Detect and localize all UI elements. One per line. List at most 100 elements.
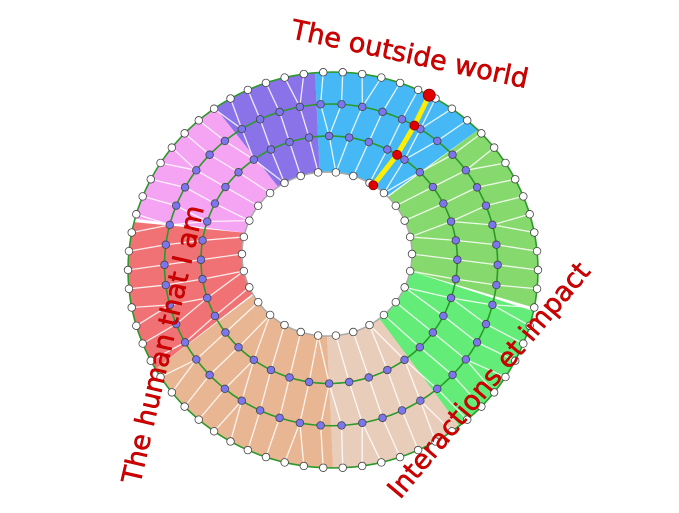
spoke xyxy=(247,89,261,120)
outer-node xyxy=(331,331,341,340)
outer-node xyxy=(194,415,203,424)
inner-node xyxy=(488,300,497,310)
outer-node xyxy=(313,168,323,177)
outer-node xyxy=(525,321,534,330)
outer-node xyxy=(180,402,189,411)
spoke xyxy=(476,341,516,362)
spoke xyxy=(299,106,310,138)
inner-node xyxy=(161,280,170,290)
spoke xyxy=(383,314,421,348)
spoke xyxy=(259,369,272,411)
spoke xyxy=(241,128,255,160)
spoke xyxy=(450,297,487,325)
outer-node xyxy=(132,321,141,330)
spoke xyxy=(368,324,388,371)
outer-node xyxy=(338,463,347,472)
outer-node xyxy=(319,463,328,472)
spoke xyxy=(404,140,438,161)
spoke xyxy=(436,388,468,421)
spoke xyxy=(368,111,384,143)
outer-node xyxy=(239,232,249,242)
inner-node xyxy=(364,137,373,147)
inner-node xyxy=(439,311,448,321)
inner-node xyxy=(337,100,346,109)
inner-node xyxy=(304,377,314,387)
outer-node xyxy=(167,143,177,152)
spoke xyxy=(328,383,343,426)
outer-node xyxy=(123,265,133,275)
spoke xyxy=(409,220,452,238)
spoke xyxy=(319,104,330,137)
inner-node xyxy=(415,343,425,352)
outer-node xyxy=(357,69,367,79)
spoke xyxy=(383,171,421,194)
spoke xyxy=(164,259,202,266)
outer-node xyxy=(319,68,328,77)
outer-node xyxy=(400,283,409,292)
spoke xyxy=(253,159,285,184)
sector-purple xyxy=(215,72,320,187)
inner-node xyxy=(192,166,201,175)
spoke xyxy=(452,132,482,156)
spoke xyxy=(352,331,370,378)
spoke xyxy=(451,220,493,226)
spoke xyxy=(128,284,166,290)
outer-node xyxy=(519,339,528,348)
inner-node xyxy=(493,260,502,270)
inner-node xyxy=(203,217,212,226)
outer-node xyxy=(519,192,528,201)
inner-node xyxy=(364,373,373,382)
spoke xyxy=(165,278,203,286)
spoke xyxy=(160,358,197,378)
outer-node xyxy=(156,158,165,168)
spoke xyxy=(284,422,301,463)
inner-node xyxy=(358,418,367,428)
inner-node xyxy=(383,365,392,375)
spoke xyxy=(450,205,487,223)
inner-node xyxy=(446,293,456,303)
spoke xyxy=(131,224,170,234)
inner-node xyxy=(451,274,460,284)
spoke xyxy=(404,286,452,299)
inner-node xyxy=(205,150,214,159)
spoke xyxy=(127,264,165,271)
spoke xyxy=(352,141,370,177)
inner-node xyxy=(461,166,471,175)
inner-node xyxy=(210,311,220,321)
spoke xyxy=(401,410,419,451)
spoke xyxy=(150,178,186,189)
spoke xyxy=(128,244,166,252)
inner-node xyxy=(345,133,354,142)
outer-node xyxy=(313,331,323,340)
inner-node xyxy=(461,355,471,364)
outer-node xyxy=(261,452,271,462)
spoke xyxy=(200,253,243,261)
spoke xyxy=(368,149,388,184)
outer-node xyxy=(391,201,400,211)
spoke xyxy=(229,98,243,130)
inner-node xyxy=(275,107,284,117)
spoke xyxy=(184,374,211,408)
spoke xyxy=(419,400,453,432)
spoke xyxy=(492,304,535,309)
inner-node xyxy=(397,406,407,415)
spoke xyxy=(213,108,243,130)
path-node xyxy=(368,180,379,191)
spoke xyxy=(270,324,286,371)
outer-node xyxy=(146,175,155,184)
outer-node xyxy=(357,461,367,471)
inner-node xyxy=(492,240,501,249)
spoke xyxy=(410,270,456,280)
spoke xyxy=(169,220,208,226)
inner-node xyxy=(448,150,457,159)
spoke xyxy=(432,169,467,188)
spoke xyxy=(386,119,403,150)
spoke xyxy=(382,82,401,113)
outer-node xyxy=(280,73,289,82)
outer-node xyxy=(132,210,141,219)
outer-node xyxy=(127,303,136,312)
sector-tan xyxy=(155,295,333,468)
inner-node xyxy=(234,168,243,177)
inner-node xyxy=(324,379,334,388)
inner-node xyxy=(171,201,181,210)
